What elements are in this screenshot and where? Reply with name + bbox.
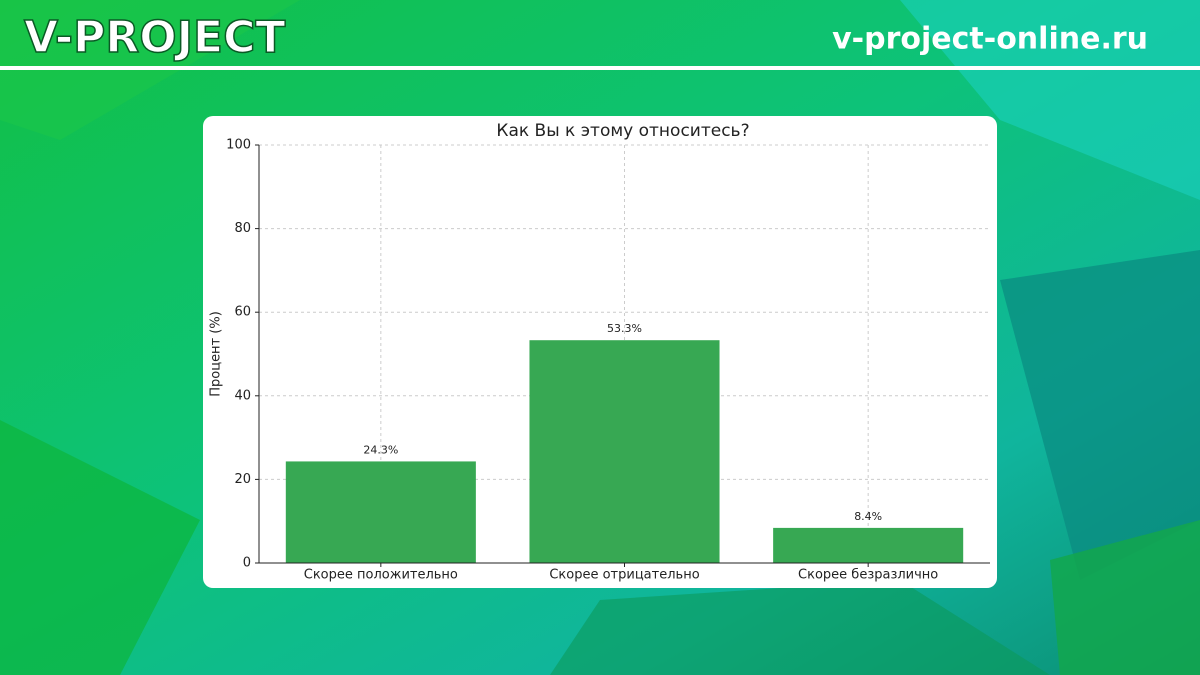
x-tick-label: Скорее отрицательно (549, 568, 699, 583)
bg-shape (900, 0, 1200, 200)
y-tick-label: 0 (243, 556, 251, 571)
chart: Как Вы к этому относитесь? Процент (%) 0… (209, 121, 990, 583)
bar (529, 340, 720, 563)
value-label: 53.3% (607, 322, 642, 335)
bar (285, 461, 476, 563)
header-rule (0, 66, 1200, 70)
brand: V-PROJECT (24, 12, 285, 63)
bar (773, 527, 964, 563)
bg-shape (1000, 250, 1200, 580)
y-axis-label: Процент (%) (209, 311, 224, 397)
x-tick-label: Скорее безразлично (798, 568, 938, 583)
value-label: 8.4% (854, 510, 882, 523)
y-tick-label: 20 (234, 472, 251, 487)
bg-shape (550, 580, 1050, 675)
chart-title: Как Вы к этому относитесь? (496, 121, 749, 141)
bg-shape (1050, 520, 1200, 675)
y-tick-label: 60 (234, 305, 251, 320)
bg-shape (0, 420, 200, 675)
y-tick-label: 40 (234, 388, 251, 403)
y-tick-label: 100 (226, 138, 251, 153)
x-tick-label: Скорее положительно (304, 568, 458, 583)
site-url: v-project-online.ru (832, 22, 1148, 57)
value-label: 24.3% (363, 443, 398, 456)
y-tick-label: 80 (234, 221, 251, 236)
